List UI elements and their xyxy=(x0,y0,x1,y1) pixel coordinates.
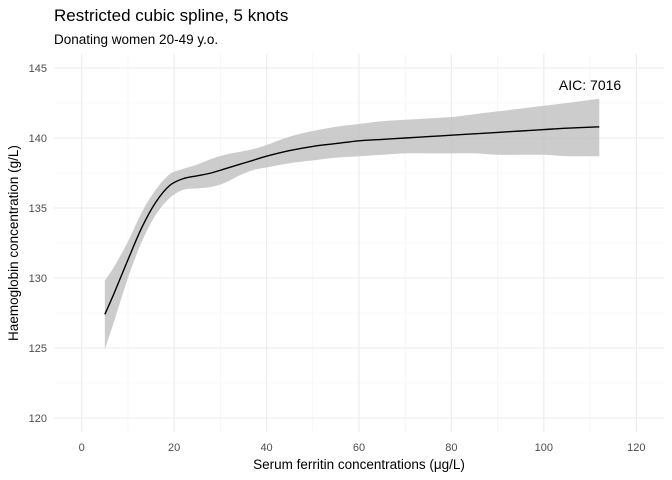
confidence-band-layer xyxy=(104,98,600,350)
spline-line xyxy=(104,126,600,315)
y-tick-labels: 120 125 130 135 140 145 xyxy=(29,63,47,425)
y-axis-title: Haemoglobin concentration (g/L) xyxy=(6,145,21,341)
y-tick-label: 125 xyxy=(29,343,47,355)
chart-subtitle: Donating women 20-49 y.o. xyxy=(54,32,218,47)
x-tick-label: 80 xyxy=(445,442,457,454)
confidence-band xyxy=(104,98,600,350)
aic-annotation: AIC: 7016 xyxy=(559,77,621,93)
y-tick-label: 145 xyxy=(29,63,47,75)
y-tick-label: 140 xyxy=(29,133,47,145)
y-tick-label: 120 xyxy=(29,413,47,425)
y-tick-label: 130 xyxy=(29,273,47,285)
x-tick-label: 100 xyxy=(535,442,553,454)
x-tick-labels: 0 20 40 60 80 100 120 xyxy=(79,442,646,454)
x-tick-label: 120 xyxy=(627,442,645,454)
y-tick-label: 135 xyxy=(29,203,47,215)
x-tick-label: 60 xyxy=(353,442,365,454)
x-tick-label: 20 xyxy=(168,442,180,454)
x-tick-label: 40 xyxy=(260,442,272,454)
chart-title: Restricted cubic spline, 5 knots xyxy=(54,6,288,25)
x-tick-label: 0 xyxy=(79,442,85,454)
x-axis-title: Serum ferritin concentrations (μg/L) xyxy=(253,457,465,472)
spline-line-layer xyxy=(104,126,600,315)
